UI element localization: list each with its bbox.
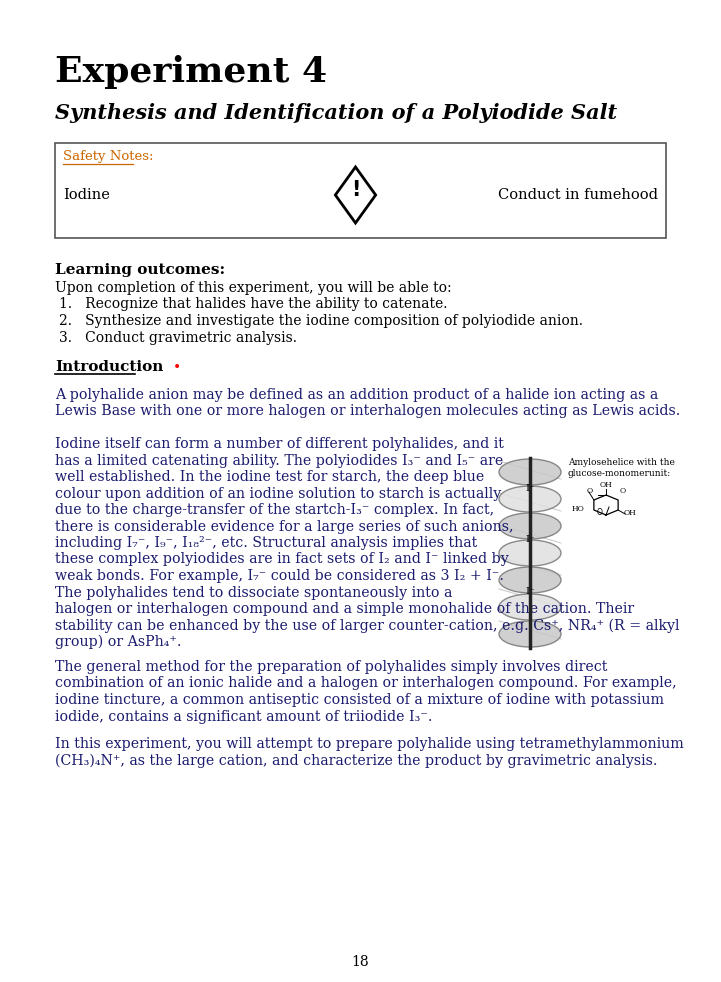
Text: OH: OH [600, 481, 612, 489]
Text: has a limited catenating ability. The polyiodides I₃⁻ and I₅⁻ are: has a limited catenating ability. The po… [55, 454, 503, 467]
Text: 18: 18 [352, 955, 369, 969]
FancyBboxPatch shape [55, 143, 666, 238]
Ellipse shape [499, 459, 561, 485]
Text: 3.   Conduct gravimetric analysis.: 3. Conduct gravimetric analysis. [59, 331, 297, 345]
Text: O: O [620, 487, 626, 495]
Ellipse shape [499, 594, 561, 620]
Polygon shape [335, 167, 376, 223]
Text: In this experiment, you will attempt to prepare polyhalide using tetramethylammo: In this experiment, you will attempt to … [55, 737, 684, 751]
Text: !: ! [351, 180, 360, 200]
Text: O: O [597, 508, 603, 517]
Text: I⁻: I⁻ [525, 535, 535, 544]
Ellipse shape [499, 486, 561, 512]
Text: including I₇⁻, I₉⁻, I₁₈²⁻, etc. Structural analysis implies that: including I₇⁻, I₉⁻, I₁₈²⁻, etc. Structur… [55, 536, 477, 550]
Ellipse shape [499, 540, 561, 566]
Text: HO: HO [572, 505, 585, 513]
Text: Experiment 4: Experiment 4 [55, 55, 327, 89]
Text: combination of an ionic halide and a halogen or interhalogen compound. For examp: combination of an ionic halide and a hal… [55, 677, 676, 690]
Text: Iodine itself can form a number of different polyhalides, and it: Iodine itself can form a number of diffe… [55, 437, 504, 451]
Text: iodide, contains a significant amount of triiodide I₃⁻.: iodide, contains a significant amount of… [55, 710, 433, 724]
Text: Lewis Base with one or more halogen or interhalogen molecules acting as Lewis ac: Lewis Base with one or more halogen or i… [55, 405, 681, 418]
Text: I⁻: I⁻ [525, 483, 535, 493]
Text: 2.   Synthesize and investigate the iodine composition of polyiodide anion.: 2. Synthesize and investigate the iodine… [59, 314, 583, 328]
Text: Conduct in fumehood: Conduct in fumehood [498, 188, 658, 202]
Ellipse shape [499, 513, 561, 539]
Text: there is considerable evidence for a large series of such anions,: there is considerable evidence for a lar… [55, 519, 513, 533]
Text: •: • [173, 360, 181, 374]
Ellipse shape [499, 567, 561, 593]
Text: these complex polyiodides are in fact sets of I₂ and I⁻ linked by: these complex polyiodides are in fact se… [55, 553, 509, 567]
Text: iodine tincture, a common antiseptic consisted of a mixture of iodine with potas: iodine tincture, a common antiseptic con… [55, 693, 664, 707]
Text: Introduction: Introduction [55, 360, 164, 374]
Text: Upon completion of this experiment, you will be able to:: Upon completion of this experiment, you … [55, 281, 451, 295]
Text: (CH₃)₄N⁺, as the large cation, and characterize the product by gravimetric analy: (CH₃)₄N⁺, as the large cation, and chara… [55, 753, 658, 768]
Text: well established. In the iodine test for starch, the deep blue: well established. In the iodine test for… [55, 470, 485, 484]
Text: group) or AsPh₄⁺.: group) or AsPh₄⁺. [55, 635, 182, 649]
Text: A polyhalide anion may be defined as an addition product of a halide ion acting : A polyhalide anion may be defined as an … [55, 388, 658, 402]
Text: due to the charge-transfer of the startch-I₃⁻ complex. In fact,: due to the charge-transfer of the startc… [55, 503, 494, 517]
Text: The polyhalides tend to dissociate spontaneously into a: The polyhalides tend to dissociate spont… [55, 585, 452, 599]
Text: Synthesis and Identification of a Polyiodide Salt: Synthesis and Identification of a Polyio… [55, 103, 617, 123]
Text: Iodine: Iodine [63, 188, 110, 202]
Text: stability can be enhanced by the use of larger counter-cation, e.g. Cs⁺, NR₄⁺ (R: stability can be enhanced by the use of … [55, 619, 679, 632]
Text: OH: OH [624, 509, 637, 517]
Text: The general method for the preparation of polyhalides simply involves direct: The general method for the preparation o… [55, 660, 607, 674]
Text: O: O [587, 487, 593, 495]
Text: weak bonds. For example, I₇⁻ could be considered as 3 I₂ + I⁻.: weak bonds. For example, I₇⁻ could be co… [55, 569, 504, 583]
Text: halogen or interhalogen compound and a simple monohalide of the cation. Their: halogen or interhalogen compound and a s… [55, 602, 634, 616]
Text: Amylosehelice with the: Amylosehelice with the [568, 458, 675, 467]
Text: colour upon addition of an iodine solution to starch is actually: colour upon addition of an iodine soluti… [55, 486, 501, 501]
Ellipse shape [499, 621, 561, 647]
Text: 1.   Recognize that halides have the ability to catenate.: 1. Recognize that halides have the abili… [59, 297, 448, 311]
Text: I⁻: I⁻ [525, 587, 535, 596]
Text: Safety Notes:: Safety Notes: [63, 150, 154, 163]
Text: Learning outcomes:: Learning outcomes: [55, 263, 225, 277]
Text: glucose-monomerunit:: glucose-monomerunit: [568, 469, 671, 478]
